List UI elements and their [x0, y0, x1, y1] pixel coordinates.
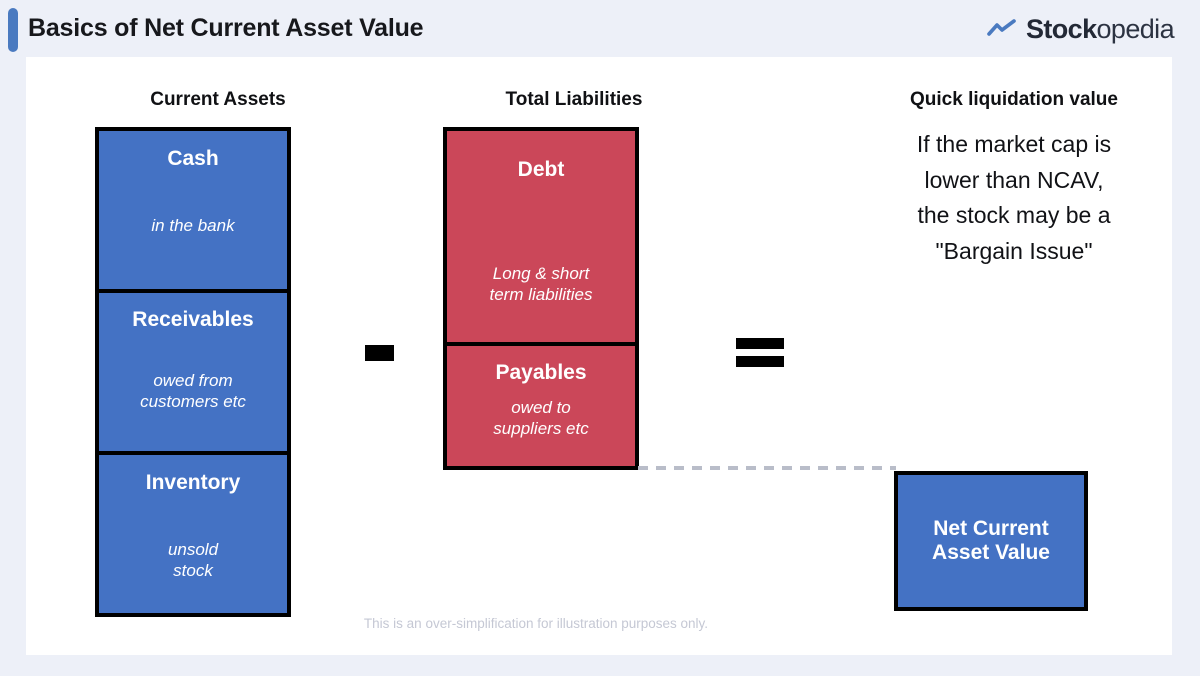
- asset-box-cash: Cash in the bank: [95, 127, 291, 293]
- quick-liquidation-body: If the market cap is lower than NCAV, th…: [916, 131, 1112, 264]
- asset-box-inventory-subtitle: unsold stock: [167, 540, 219, 581]
- asset-box-cash-title: Cash: [167, 147, 219, 170]
- page-title: Basics of Net Current Asset Value: [28, 14, 424, 42]
- content-card: Current Assets Total Liabilities Quick l…: [26, 57, 1172, 655]
- liability-box-debt-subtitle: Long & short term liabilities: [489, 264, 593, 305]
- heading-quick-liquidation: Quick liquidation value: [910, 89, 1118, 110]
- liability-box-payables: Payables owed to suppliers etc: [443, 342, 639, 470]
- asset-box-cash-subtitle: in the bank: [151, 216, 235, 236]
- liability-box-payables-title: Payables: [495, 361, 587, 384]
- line-chart-icon: [987, 19, 1017, 39]
- brand-name-light: opedia: [1096, 13, 1175, 44]
- result-box-ncav: Net Current Asset Value: [894, 471, 1088, 611]
- header: Basics of Net Current Asset Value Stocko…: [0, 0, 1200, 58]
- equals-bar-top: [736, 338, 784, 349]
- brand-wordmark: Stockopedia: [1025, 13, 1175, 45]
- heading-total-liabilities: Total Liabilities: [505, 89, 643, 110]
- liability-box-debt-title: Debt: [517, 158, 565, 181]
- brand-name-bold: Stock: [1025, 13, 1097, 44]
- footnote-disclaimer: This is an over-simplification for illus…: [363, 616, 709, 631]
- title-accent-bar: [8, 8, 18, 52]
- equals-bar-bottom: [736, 356, 784, 367]
- equals-operator-icon: [736, 338, 784, 367]
- minus-operator-icon: [365, 345, 394, 361]
- asset-box-inventory: Inventory unsold stock: [95, 451, 291, 617]
- dashed-connector-line: [638, 466, 896, 470]
- liability-box-payables-subtitle: owed to suppliers etc: [493, 398, 589, 439]
- asset-box-receivables-subtitle: owed from customers etc: [140, 371, 246, 412]
- heading-current-assets: Current Assets: [150, 89, 286, 110]
- asset-box-receivables: Receivables owed from customers etc: [95, 289, 291, 455]
- asset-box-receivables-title: Receivables: [132, 308, 254, 331]
- asset-box-inventory-title: Inventory: [145, 471, 241, 494]
- brand-logo: Stockopedia: [987, 13, 1175, 45]
- result-box-ncav-title: Net Current Asset Value: [932, 516, 1050, 564]
